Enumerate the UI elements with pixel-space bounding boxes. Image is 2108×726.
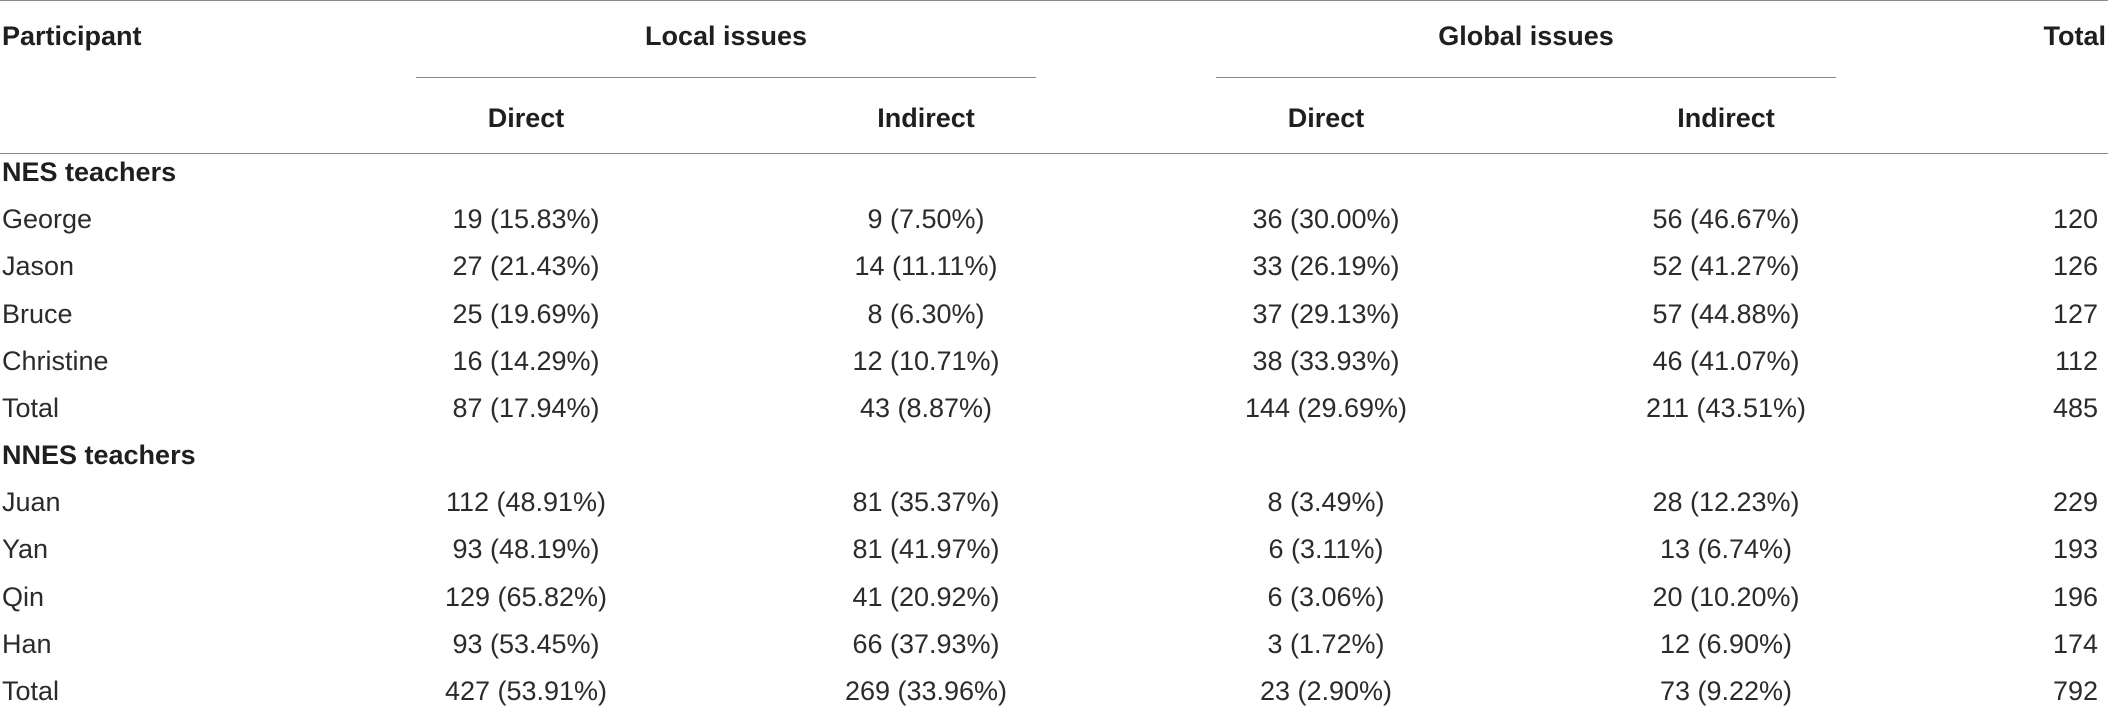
- global-indirect-cell: 56 (46.67%): [1652, 204, 1800, 234]
- total-cell: 127: [2052, 298, 2098, 329]
- local-direct-cell: 27 (21.43%): [452, 251, 600, 282]
- global-direct-header: Direct: [1287, 103, 1365, 133]
- local-indirect-cell: 12 (10.71%): [852, 345, 1000, 376]
- local-direct-cell: 19 (15.83%): [452, 204, 600, 234]
- total-cell: 174: [2052, 628, 2098, 659]
- participant-name-cell: Han: [2, 628, 52, 659]
- local-indirect-header: Indirect: [877, 103, 975, 133]
- global-direct-cell: 38 (33.93%): [1252, 345, 1400, 376]
- local-direct-cell: 16 (14.29%): [452, 345, 600, 376]
- total-cell: 196: [2052, 581, 2098, 612]
- global-indirect-cell: 28 (12.23%): [1652, 487, 1800, 517]
- local-indirect-cell: 9 (7.50%): [867, 204, 985, 234]
- global-direct-cell: 23 (2.90%): [1259, 676, 1393, 706]
- global-indirect-cell: 12 (6.90%): [1659, 628, 1793, 659]
- local-indirect-cell: 269 (33.96%): [844, 676, 1008, 706]
- global-indirect-cell: 20 (10.20%): [1652, 581, 1800, 612]
- local-direct-cell: 93 (48.19%): [452, 534, 600, 565]
- group-title: NES teachers: [2, 157, 177, 187]
- participant-name-cell: Juan: [2, 487, 61, 517]
- participant-header: Participant: [2, 21, 142, 51]
- global-indirect-header: Indirect: [1677, 103, 1775, 133]
- global-direct-cell: 3 (1.72%): [1267, 628, 1385, 659]
- global-direct-cell: 6 (3.11%): [1268, 534, 1384, 565]
- total-cell: 229: [2052, 487, 2098, 517]
- participant-name-cell: Total: [2, 676, 60, 706]
- global-indirect-cell: 13 (6.74%): [1659, 534, 1793, 565]
- participant-name-cell: Bruce: [2, 298, 73, 329]
- total-cell: 792: [2052, 676, 2098, 706]
- global-direct-cell: 33 (26.19%): [1252, 251, 1400, 282]
- local-direct-cell: 427 (53.91%): [444, 676, 608, 706]
- table-top-rule: [0, 0, 2108, 1]
- local-indirect-cell: 8 (6.30%): [867, 298, 985, 329]
- local-indirect-cell: 81 (35.37%): [852, 487, 1000, 517]
- total-cell: 120: [2052, 204, 2098, 234]
- local-direct-cell: 129 (65.82%): [444, 581, 608, 612]
- global-indirect-cell: 73 (9.22%): [1659, 676, 1793, 706]
- total-cell: 193: [2052, 534, 2098, 565]
- header-bottom-rule: [0, 153, 2108, 154]
- local-direct-header: Direct: [487, 103, 565, 133]
- local-issues-rule: [416, 77, 1036, 78]
- local-direct-cell: 25 (19.69%): [452, 298, 600, 329]
- local-indirect-cell: 66 (37.93%): [852, 628, 1000, 659]
- global-direct-cell: 37 (29.13%): [1252, 298, 1400, 329]
- global-issues-header: Global issues: [1438, 21, 1614, 51]
- total-cell: 485: [2052, 393, 2098, 423]
- local-direct-cell: 93 (53.45%): [452, 628, 600, 659]
- local-indirect-cell: 43 (8.87%): [859, 393, 993, 423]
- global-issues-rule: [1216, 77, 1836, 78]
- global-indirect-cell: 57 (44.88%): [1652, 298, 1800, 329]
- global-indirect-cell: 211 (43.51%): [1645, 393, 1807, 423]
- local-direct-cell: 87 (17.94%): [452, 393, 600, 423]
- global-direct-cell: 36 (30.00%): [1252, 204, 1400, 234]
- participant-name-cell: George: [2, 204, 93, 234]
- global-direct-cell: 8 (3.49%): [1267, 487, 1385, 517]
- participant-name-cell: Total: [2, 393, 60, 423]
- participant-name-cell: Yan: [2, 534, 49, 565]
- local-indirect-cell: 81 (41.97%): [852, 534, 1000, 565]
- total-header: Total: [2043, 21, 2107, 51]
- total-cell: 126: [2052, 251, 2098, 282]
- global-direct-cell: 6 (3.06%): [1267, 581, 1385, 612]
- global-direct-cell: 144 (29.69%): [1244, 393, 1408, 423]
- local-indirect-cell: 41 (20.92%): [852, 581, 1000, 612]
- group-title: NNES teachers: [2, 440, 196, 470]
- local-direct-cell: 112 (48.91%): [445, 487, 607, 517]
- participant-name-cell: Jason: [2, 251, 75, 282]
- participant-name-cell: Christine: [2, 345, 109, 376]
- total-cell: 112: [2054, 345, 2098, 376]
- global-indirect-cell: 46 (41.07%): [1652, 345, 1800, 376]
- participant-name-cell: Qin: [2, 581, 45, 612]
- local-issues-header: Local issues: [644, 21, 808, 51]
- local-indirect-cell: 14 (11.11%): [854, 251, 998, 282]
- global-indirect-cell: 52 (41.27%): [1652, 251, 1800, 282]
